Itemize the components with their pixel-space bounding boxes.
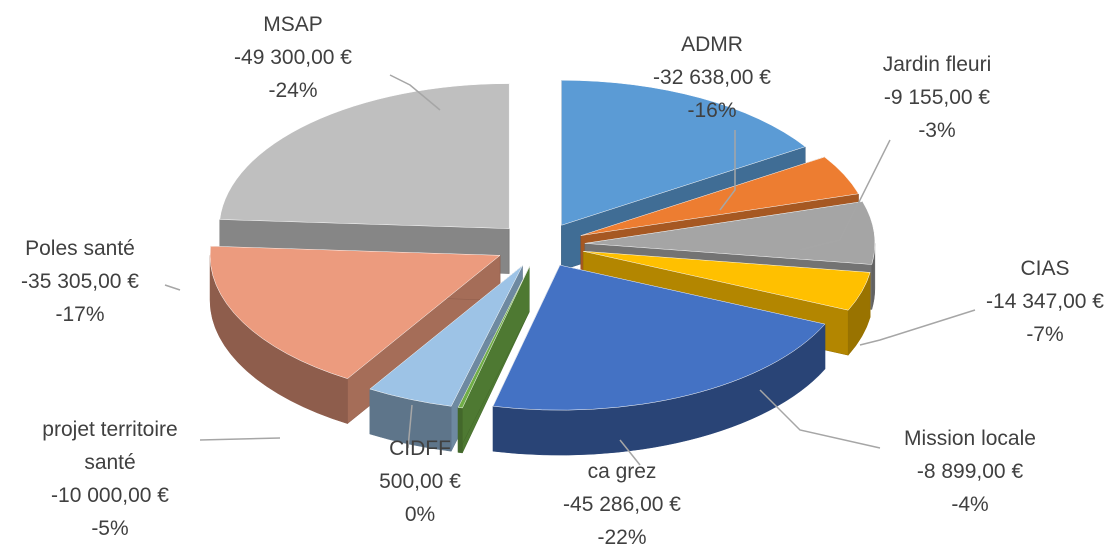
amount-label: -32 638,00 € bbox=[653, 66, 771, 89]
leader-lines bbox=[164, 74, 976, 466]
data-label: Poles santé -35 305,00 € -17% bbox=[21, 232, 139, 331]
pie-slice bbox=[219, 83, 510, 274]
category-name: ADMR bbox=[681, 33, 743, 56]
amount-label: -35 305,00 € bbox=[21, 270, 139, 293]
category-name: Poles santé bbox=[25, 237, 135, 260]
pie-slice bbox=[492, 264, 826, 456]
slice-top bbox=[369, 265, 523, 407]
percent-label: 0% bbox=[404, 503, 436, 526]
pie-slice bbox=[457, 266, 530, 454]
category-name: Jardin fleuri bbox=[882, 53, 992, 76]
data-label: Mission locale -8 899,00 € -4% bbox=[904, 422, 1036, 521]
data-label: ca grez -45 286,00 € -22% bbox=[563, 455, 681, 546]
pie-slice bbox=[209, 245, 501, 425]
data-label: MSAP -49 300,00 € -24% bbox=[234, 8, 352, 107]
category-name: MSAP bbox=[263, 13, 323, 36]
percent-label: -5% bbox=[91, 517, 129, 540]
percent-label: -4% bbox=[951, 493, 989, 516]
amount-label: 500,00 € bbox=[379, 470, 461, 493]
category-name: CIAS bbox=[1020, 257, 1070, 280]
data-label: CIDFF 500,00 € 0% bbox=[379, 432, 461, 531]
amount-label: -49 300,00 € bbox=[234, 46, 352, 69]
amount-label: -45 286,00 € bbox=[563, 493, 681, 516]
percent-label: -17% bbox=[55, 303, 105, 326]
slice-top bbox=[561, 79, 806, 226]
percent-label: -3% bbox=[918, 119, 956, 142]
amount-label: -14 347,00 € bbox=[986, 290, 1104, 313]
percent-label: -24% bbox=[268, 79, 318, 102]
amount-label: -10 000,00 € bbox=[51, 484, 169, 507]
percent-label: -16% bbox=[687, 99, 737, 122]
percent-label: -22% bbox=[597, 526, 647, 546]
slice-top bbox=[580, 156, 859, 236]
data-label: projet territoire santé -10 000,00 € -5% bbox=[15, 413, 205, 545]
category-name: projet territoire santé bbox=[42, 418, 178, 474]
category-name: ca grez bbox=[587, 460, 657, 483]
data-label: Jardin fleuri -9 155,00 € -3% bbox=[883, 48, 992, 147]
slice-top bbox=[583, 251, 871, 311]
amount-label: -9 155,00 € bbox=[883, 86, 991, 109]
amount-label: -8 899,00 € bbox=[916, 460, 1024, 483]
slice-top bbox=[457, 266, 530, 409]
slice-top bbox=[209, 245, 501, 379]
data-label: ADMR -32 638,00 € -16% bbox=[653, 28, 771, 127]
category-name: CIDFF bbox=[389, 437, 451, 460]
data-label: CIAS -14 347,00 € -7% bbox=[986, 252, 1104, 351]
slice-top bbox=[219, 83, 510, 229]
percent-label: -7% bbox=[1026, 323, 1064, 346]
slice-top bbox=[492, 264, 826, 411]
category-name: Mission locale bbox=[904, 427, 1036, 450]
